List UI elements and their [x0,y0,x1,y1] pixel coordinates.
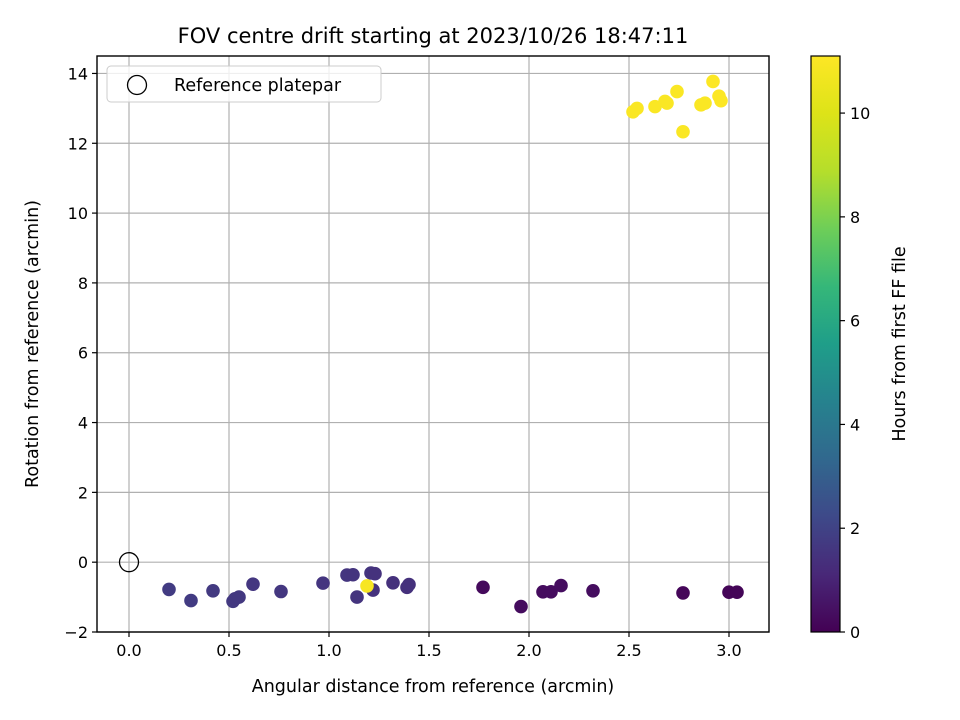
y-tick-label: −2 [64,623,88,642]
scatter-point [274,584,288,599]
scatter-point [316,576,330,590]
grid [97,56,769,633]
legend-marker-reference-platepar [126,74,148,96]
x-tick-label: 2.0 [516,641,541,660]
scatter-point [544,585,558,599]
colorbar-tick-label: 0 [850,623,860,642]
scatter-point [698,96,712,110]
scatter-point [402,577,416,592]
scatter-point [206,584,220,598]
reference-point [118,552,140,573]
scatter-point [350,590,364,604]
y-tick-label: 0 [78,553,88,572]
y-tick-label: 14 [68,64,88,83]
colorbar-title: Hours from first FF file [890,246,910,441]
y-tick-label: 8 [78,274,88,293]
scatter-point [706,74,720,89]
x-axis-title: Angular distance from reference (arcmin) [252,677,615,697]
legend: Reference platepar [106,65,382,103]
scatter-point [676,124,690,139]
y-tick-label: 10 [68,204,88,223]
scatter-point [554,578,568,593]
scatter-point [232,590,246,604]
chart-title: FOV centre drift starting at 2023/10/26 … [178,24,689,48]
colorbar-frame [810,55,841,633]
colorbar-ticks: 0 2 4 6 8 10 [840,104,870,642]
scatter-point [386,575,400,590]
x-axis-ticks: 0.0 0.5 1.0 1.5 2.0 2.5 3.0 [116,632,742,660]
scatter-point [676,586,690,600]
legend-box [106,65,382,103]
scatter-point [246,577,260,591]
scatter-point [714,93,728,108]
reference-platepar-marker [118,552,140,573]
scatter-point [346,567,360,582]
scatter-point [368,566,382,581]
scatter-point [586,584,600,598]
y-axis-ticks: −2 0 2 4 6 8 10 12 14 [64,64,97,642]
plot-frame [96,55,770,633]
x-tick-label: 0.0 [116,641,141,660]
x-tick-label: 1.0 [316,641,341,660]
scatter-point [648,99,662,114]
colorbar-tick-label: 8 [850,208,860,227]
scatter-point [660,96,674,110]
scatter-point [630,101,644,116]
colorbar: 0 2 4 6 8 10 Hours from first FF file [810,55,910,642]
colorbar-tick-label: 10 [850,104,870,123]
y-tick-label: 4 [78,414,88,433]
scatter-point [514,599,528,614]
y-tick-label: 12 [68,134,88,153]
scatter-point [476,580,490,595]
legend-label-reference-platepar: Reference platepar [174,76,342,96]
colorbar-tick-label: 6 [850,312,860,331]
x-tick-label: 3.0 [716,641,741,660]
x-tick-label: 2.5 [616,641,641,660]
scatter-point [730,585,744,600]
scatter-point [670,84,684,99]
y-axis-title: Rotation from reference (arcmin) [23,200,43,488]
colorbar-tick-label: 2 [850,519,860,538]
x-tick-label: 1.5 [416,641,441,660]
scatter-point [184,593,198,608]
y-tick-label: 2 [78,483,88,502]
data-points [162,74,744,614]
x-tick-label: 0.5 [216,641,241,660]
colorbar-tick-label: 4 [850,415,860,434]
scatter-point [162,582,176,597]
y-tick-label: 6 [78,344,88,363]
scatter-point [360,579,374,593]
colorbar-gradient [811,56,840,632]
